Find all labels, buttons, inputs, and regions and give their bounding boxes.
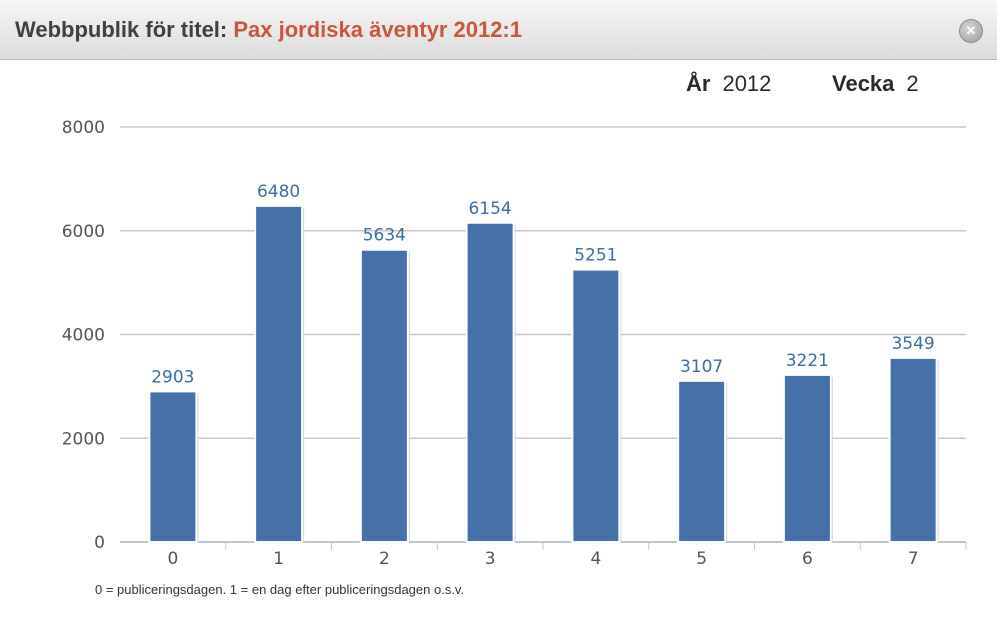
title-name: Pax jordiska äventyr 2012:1 [233, 17, 522, 42]
y-tick-label: 4000 [62, 326, 105, 346]
x-tick-label: 3 [485, 549, 496, 569]
title-prefix: Webbpublik för titel: [15, 17, 228, 42]
data-label: 3221 [786, 351, 829, 371]
data-label: 6480 [257, 182, 300, 202]
x-tick-label: 1 [273, 549, 284, 569]
bar-chart: 0 2000 4000 6000 8000 2903 0 6480 1 5634 2 6154 3 525… [62, 118, 967, 569]
week-display: Vecka 2 [832, 71, 919, 97]
y-tick-label: 0 [94, 533, 105, 553]
x-tick-label: 7 [908, 549, 919, 569]
x-tick-label: 0 [167, 549, 178, 569]
footnote: 0 = publiceringsdagen. 1 = en dag efter … [95, 582, 465, 597]
bar [465, 221, 515, 543]
y-tick-label: 2000 [62, 429, 105, 449]
y-tick-label: 6000 [62, 222, 105, 242]
x-tick-label: 5 [696, 549, 707, 569]
data-label: 5634 [363, 226, 406, 246]
year-display: År 2012 [686, 71, 771, 97]
x-tick-label: 6 [802, 549, 813, 569]
close-icon[interactable]: ✕ [959, 19, 983, 43]
bar [677, 379, 727, 543]
bar [359, 248, 409, 544]
bar [254, 204, 304, 543]
bar [148, 390, 198, 543]
week-label: Vecka [832, 71, 895, 96]
window-title: Webbpublik för titel: Pax jordiska ävent… [15, 17, 522, 43]
bar [782, 373, 832, 543]
year-label: År [686, 71, 711, 96]
data-label: 3107 [680, 357, 723, 377]
data-label: 3549 [891, 334, 934, 354]
title-bar: Webbpublik för titel: Pax jordiska ävent… [0, 0, 997, 60]
week-value: 2 [906, 71, 919, 96]
x-tick-label: 4 [590, 549, 601, 569]
bar [888, 356, 938, 543]
data-label: 2903 [151, 367, 194, 387]
y-tick-label: 8000 [62, 118, 105, 138]
year-value: 2012 [722, 71, 772, 96]
x-tick-label: 2 [379, 549, 390, 569]
data-label: 5251 [574, 246, 617, 266]
data-label: 6154 [468, 199, 511, 219]
bar [571, 268, 621, 543]
